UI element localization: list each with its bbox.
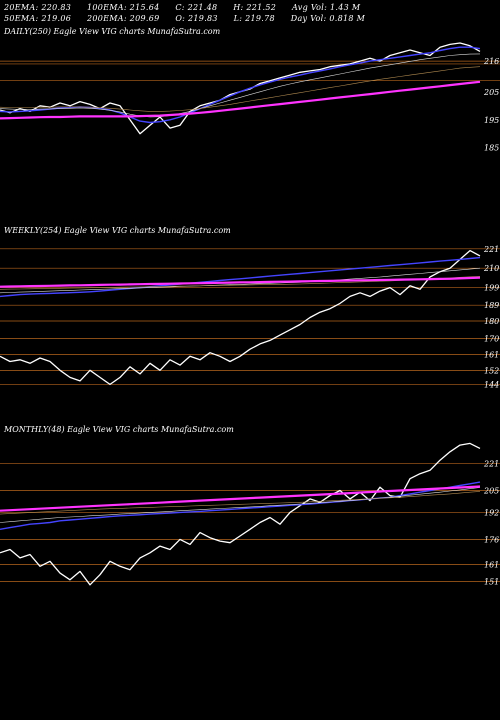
weekly-y-tick-label: 144 <box>484 380 499 389</box>
monthly-y-tick-label: 205 <box>483 487 499 496</box>
weekly-y-tick-label: 180 <box>484 317 499 326</box>
daily-y-tick-label: 185 <box>484 144 499 153</box>
monthly-ema-200-line <box>0 485 481 512</box>
avg-vol-value: Avg Vol: 1.43 M <box>292 3 361 12</box>
daily-y-tick-label: 205 <box>483 88 499 97</box>
weekly-ema-mid-line <box>0 267 481 294</box>
monthly-y-tick-label: 176 <box>484 535 499 544</box>
ema200-value: 200EMA: 209.69 <box>86 14 160 23</box>
ema50-value: 50EMA: 219.06 <box>4 14 72 23</box>
ema100-value: 100EMA: 215.64 <box>86 3 160 12</box>
weekly-chart-label: WEEKLY(254) Eagle View VIG charts Munafa… <box>4 226 231 235</box>
monthly-price-line <box>0 442 481 586</box>
weekly-y-tick-label: 170 <box>484 335 499 344</box>
daily-ema-200-line <box>0 80 481 120</box>
monthly-y-tick-label: 221 <box>483 460 499 469</box>
stats-row-1: 20EMA: 220.83 100EMA: 215.64 C: 221.48 H… <box>4 3 373 12</box>
ema20-value: 20EMA: 220.83 <box>4 3 72 12</box>
monthly-ema-mid-line <box>0 487 481 523</box>
weekly-y-tick-label: 221 <box>483 245 499 254</box>
day-vol-value: Day Vol: 0.818 M <box>290 14 366 23</box>
weekly-ema-fast-line <box>0 256 481 298</box>
weekly-y-tick-label: 161 <box>484 350 499 359</box>
weekly-y-tick-label: 189 <box>484 301 499 310</box>
weekly-ema-200-line <box>0 276 481 288</box>
open-value: O: 219.83 <box>175 14 218 23</box>
monthly-y-tick-label: 151 <box>484 577 499 586</box>
weekly-y-tick-label: 152 <box>484 366 499 375</box>
weekly-y-tick-label: 210 <box>483 264 499 273</box>
low-value: L: 219.78 <box>233 14 275 23</box>
weekly-price-line <box>0 249 481 386</box>
stats-row-2: 50EMA: 219.06 200EMA: 209.69 O: 219.83 L… <box>4 14 378 23</box>
weekly-y-tick-label: 199 <box>484 284 499 293</box>
daily-ema-fast-line <box>0 46 481 124</box>
daily-chart-label: DAILY(250) Eagle View VIG charts MunafaS… <box>4 27 221 36</box>
monthly-ema-long-line <box>0 491 481 515</box>
monthly-ema-fast-line <box>0 481 481 530</box>
daily-ema-mid-line <box>0 53 481 118</box>
monthly-chart-label: MONTHLY(48) Eagle View VIG charts Munafa… <box>4 425 234 434</box>
monthly-y-tick-label: 192 <box>484 508 499 517</box>
daily-y-tick-label: 195 <box>484 116 499 125</box>
monthly-y-tick-label: 161 <box>484 561 499 570</box>
high-value: H: 221.52 <box>233 3 277 12</box>
daily-price-line <box>0 42 481 135</box>
daily-y-tick-label: 216 <box>483 57 499 66</box>
close-value: C: 221.48 <box>175 3 218 12</box>
daily-ema-long-line <box>0 66 481 112</box>
